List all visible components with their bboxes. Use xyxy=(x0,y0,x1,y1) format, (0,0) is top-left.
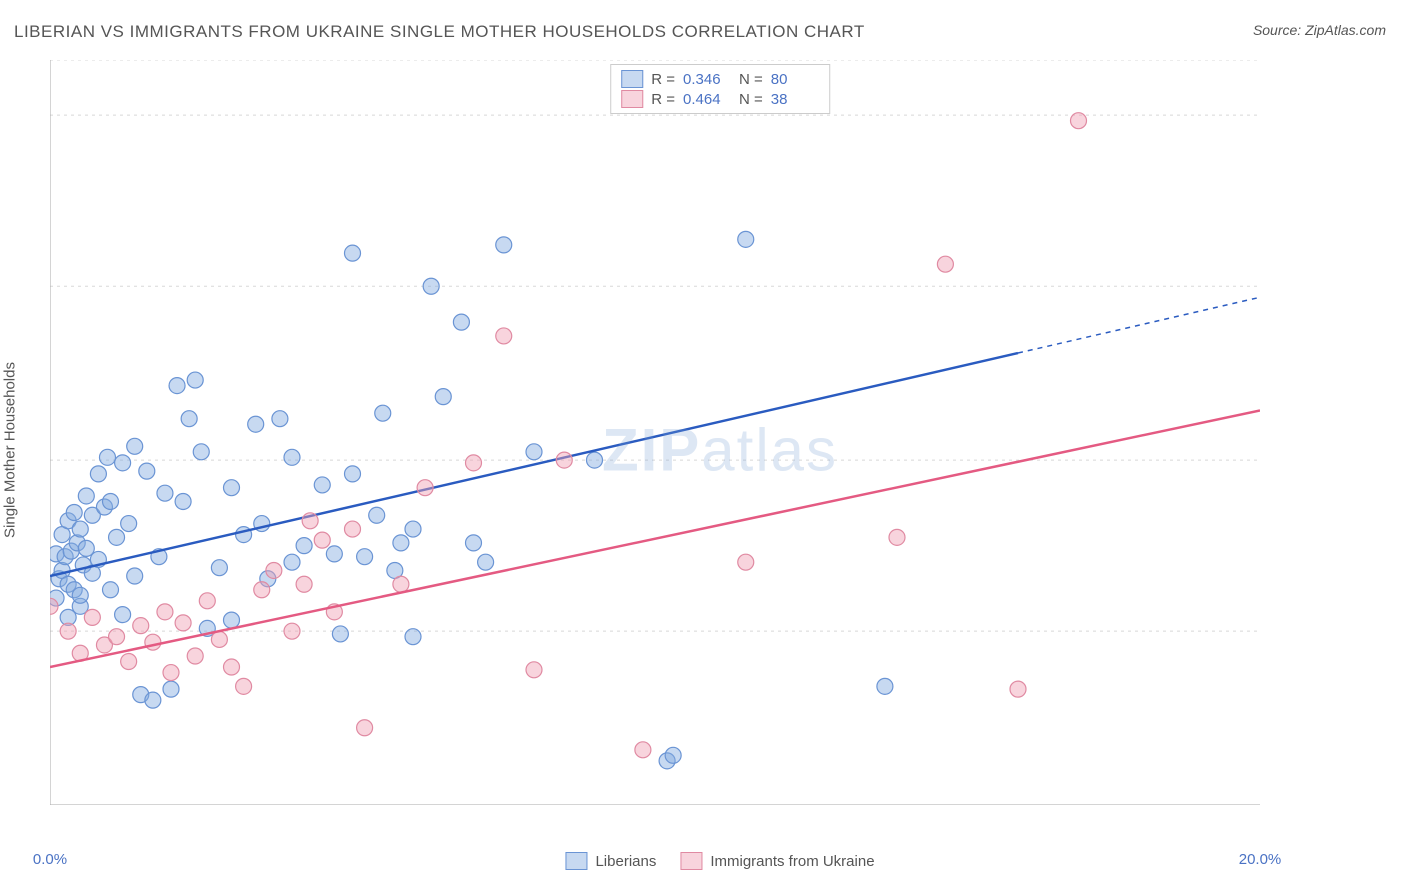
legend-top-row: R = 0.464 N = 38 xyxy=(621,89,819,109)
legend-n-label: N = xyxy=(739,71,763,88)
legend-series-name: Immigrants from Ukraine xyxy=(710,853,874,870)
legend-n-label: N = xyxy=(739,91,763,108)
legend-top: R = 0.346 N = 80 R = 0.464 N = 38 xyxy=(610,64,830,114)
chart-area: Single Mother Households ZIPatlas R =0.3… xyxy=(50,60,1390,840)
legend-swatch xyxy=(621,70,643,88)
scatter-plot xyxy=(50,60,1260,805)
legend-n-value: 80 xyxy=(771,71,819,88)
legend-bottom-item: Immigrants from Ukraine xyxy=(680,852,874,870)
legend-bottom-item: Liberians xyxy=(565,852,656,870)
legend-r-value: 0.346 xyxy=(683,71,731,88)
chart-container: LIBERIAN VS IMMIGRANTS FROM UKRAINE SING… xyxy=(0,0,1406,892)
legend-top-row: R = 0.346 N = 80 xyxy=(621,69,819,89)
legend-r-value: 0.464 xyxy=(683,91,731,108)
x-tick-label: 20.0% xyxy=(1239,851,1282,868)
legend-r-label: R = xyxy=(651,91,675,108)
legend-r-label: R = xyxy=(651,71,675,88)
y-axis-label: Single Mother Households xyxy=(2,362,19,538)
legend-swatch xyxy=(621,90,643,108)
x-tick-label: 0.0% xyxy=(33,851,67,868)
legend-swatch xyxy=(565,852,587,870)
legend-n-value: 38 xyxy=(771,91,819,108)
legend-series-name: Liberians xyxy=(595,853,656,870)
legend-bottom: Liberians Immigrants from Ukraine xyxy=(565,852,874,870)
source-label: Source: ZipAtlas.com xyxy=(1253,22,1386,38)
chart-title: LIBERIAN VS IMMIGRANTS FROM UKRAINE SING… xyxy=(14,22,865,42)
legend-swatch xyxy=(680,852,702,870)
